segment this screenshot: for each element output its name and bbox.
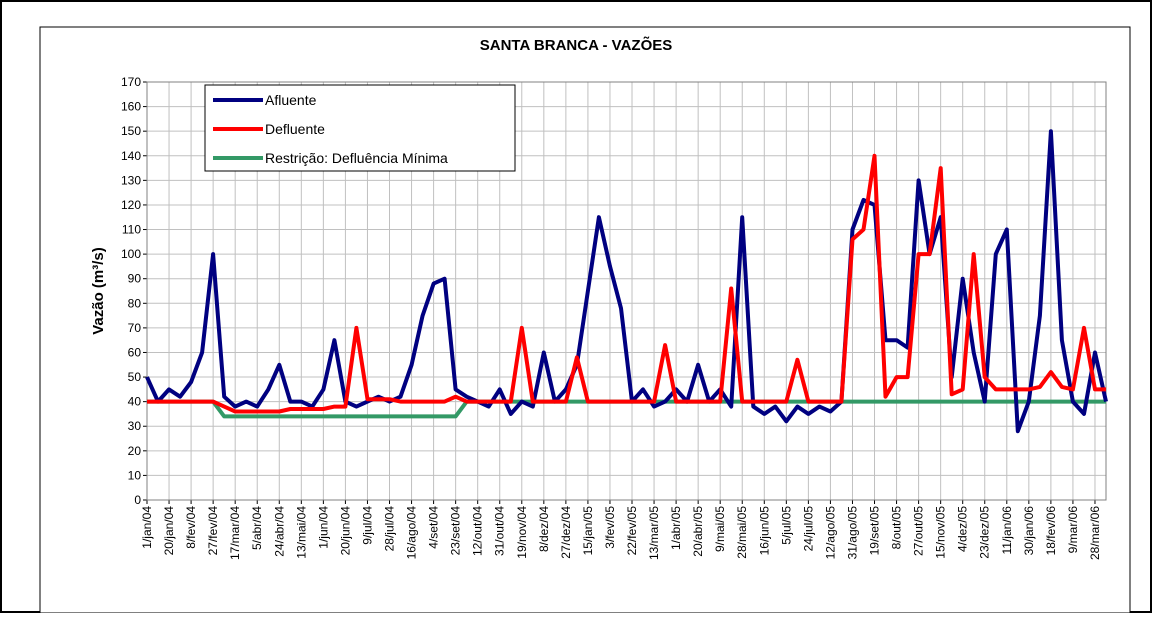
x-tick-label: 20/abr/05 <box>691 506 705 557</box>
x-tick-label: 28/jul/04 <box>383 506 397 552</box>
x-tick-label: 1/abr/05 <box>669 506 683 550</box>
legend-label: Defluente <box>265 121 325 137</box>
y-tick-label: 10 <box>128 468 142 482</box>
x-tick-label: 18/fev/06 <box>1044 506 1058 556</box>
y-tick-label: 130 <box>121 173 141 187</box>
y-tick-label: 70 <box>128 321 142 335</box>
x-tick-label: 17/mar/04 <box>228 506 242 560</box>
x-tick-label: 27/dez/04 <box>559 506 573 559</box>
y-tick-label: 100 <box>121 247 141 261</box>
legend-label: Restrição: Defluência Mínima <box>265 150 448 166</box>
y-tick-label: 120 <box>121 198 141 212</box>
x-tick-label: 31/ago/05 <box>845 506 859 560</box>
x-tick-label: 19/nov/04 <box>515 506 529 559</box>
y-tick-label: 60 <box>128 345 142 359</box>
x-tick-label: 9/mai/05 <box>713 506 727 552</box>
x-tick-label: 11/jan/06 <box>1000 506 1014 555</box>
series-line <box>147 153 1106 414</box>
x-tick-label: 3/fev/05 <box>603 506 617 549</box>
x-tick-label: 16/jun/05 <box>757 506 771 556</box>
y-tick-label: 0 <box>134 493 141 507</box>
x-tick-label: 5/jul/05 <box>779 506 793 545</box>
x-tick-label: 9/jul/04 <box>360 506 374 545</box>
x-tick-label: 4/set/04 <box>427 506 441 549</box>
x-tick-label: 4/dez/05 <box>956 506 970 552</box>
x-tick-label: 13/mai/04 <box>294 506 308 559</box>
x-tick-label: 22/fev/05 <box>625 506 639 556</box>
x-tick-label: 13/mar/05 <box>647 506 661 560</box>
legend-label: Afluente <box>265 92 317 108</box>
y-tick-label: 140 <box>121 149 141 163</box>
x-tick-label: 8/dez/04 <box>537 506 551 552</box>
y-tick-label: 110 <box>122 223 141 237</box>
y-tick-label: 160 <box>121 100 141 114</box>
chart-title: SANTA BRANCA - VAZÕES <box>480 36 673 54</box>
x-tick-label: 12/out/04 <box>471 506 485 556</box>
x-tick-label: 24/abr/04 <box>272 506 286 557</box>
y-axis-label: Vazão (m³/s) <box>90 247 107 335</box>
x-tick-label: 28/mar/06 <box>1088 506 1102 560</box>
x-tick-label: 8/out/05 <box>890 506 904 550</box>
x-tick-label: 1/jun/04 <box>316 506 330 549</box>
x-tick-label: 31/out/04 <box>493 506 507 556</box>
x-tick-label: 30/jan/06 <box>1022 506 1036 556</box>
x-tick-label: 9/mar/06 <box>1066 506 1080 554</box>
x-tick-label: 12/ago/05 <box>823 506 837 560</box>
x-tick-label: 28/mai/05 <box>735 506 749 559</box>
y-tick-label: 40 <box>128 395 142 409</box>
x-tick-label: 23/dez/05 <box>978 506 992 559</box>
x-tick-label: 20/jun/04 <box>338 506 352 556</box>
y-tick-label: 150 <box>121 124 141 138</box>
x-tick-label: 19/set/05 <box>868 506 882 556</box>
x-tick-label: 5/abr/04 <box>250 506 264 550</box>
plot-border <box>146 81 1107 501</box>
x-tick-label: 20/jan/04 <box>162 506 176 556</box>
y-tick-label: 170 <box>121 75 141 89</box>
y-tick-label: 90 <box>128 272 142 286</box>
y-tick-label: 30 <box>128 419 142 433</box>
y-tick-label: 50 <box>128 370 142 384</box>
x-tick-label: 24/jul/05 <box>801 506 815 552</box>
x-tick-label: 23/set/04 <box>449 506 463 556</box>
x-tick-label: 27/out/05 <box>912 506 926 556</box>
x-tick-label: 15/jan/05 <box>581 506 595 556</box>
x-tick-label: 15/nov/05 <box>934 506 948 559</box>
x-tick-label: 1/jan/04 <box>140 506 154 549</box>
y-tick-label: 20 <box>128 444 142 458</box>
x-tick-label: 27/fev/04 <box>206 506 220 556</box>
x-tick-label: 8/fev/04 <box>184 506 198 549</box>
y-tick-label: 80 <box>128 296 142 310</box>
x-tick-label: 16/ago/04 <box>405 506 419 560</box>
